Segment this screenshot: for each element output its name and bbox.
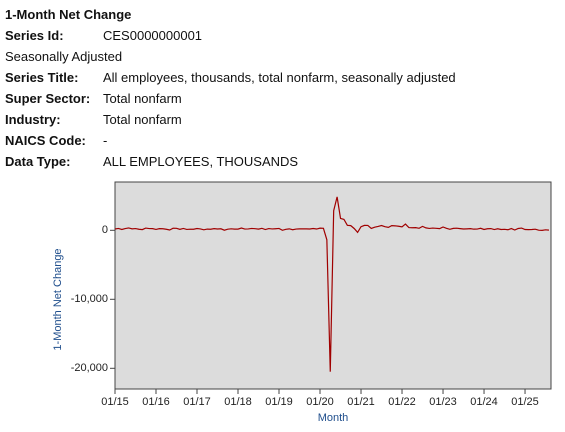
x-tick-label: 01/23 (429, 396, 457, 408)
y-tick-label: -10,000 (71, 293, 108, 305)
info-value: ALL EMPLOYEES, THOUSANDS (103, 154, 299, 169)
info-row: Super Sector: Total nonfarm (5, 88, 456, 109)
info-row: Industry: Total nonfarm (5, 109, 456, 130)
data-line (114, 196, 550, 372)
x-tick-label: 01/25 (511, 396, 539, 408)
info-value: Total nonfarm (103, 112, 182, 127)
x-tick-label: 01/24 (470, 396, 498, 408)
info-row: Series Title: All employees, thousands, t… (5, 67, 456, 88)
info-label: Industry: (5, 112, 61, 127)
info-value: CES0000000001 (103, 28, 203, 43)
info-label: Series Id: (5, 28, 64, 43)
info-row: Series Id: CES0000000001 (5, 25, 456, 46)
info-value: - (103, 133, 108, 148)
info-label: NAICS Code: (5, 133, 86, 148)
page-title: 1-Month Net Change (5, 7, 132, 22)
info-label: Data Type: (5, 154, 71, 169)
info-row: NAICS Code: - (5, 130, 456, 151)
info-label: Series Title: (5, 70, 79, 85)
info-label: Super Sector: (5, 91, 91, 106)
x-tick-label: 01/16 (142, 396, 170, 408)
plot-area (114, 181, 552, 390)
x-tick-label: 01/18 (224, 396, 252, 408)
x-tick-label: 01/17 (183, 396, 211, 408)
x-tick-label: 01/19 (265, 396, 293, 408)
info-note: Seasonally Adjusted (5, 49, 123, 64)
y-tick-label: -20,000 (71, 362, 108, 374)
x-tick-label: 01/22 (388, 396, 416, 408)
y-tick-label: 0 (102, 224, 108, 236)
info-row: Data Type: ALL EMPLOYEES, THOUSANDS (5, 151, 456, 172)
info-value: Total nonfarm (103, 91, 182, 106)
info-value: All employees, thousands, total nonfarm,… (103, 70, 456, 85)
x-tick-label: 01/15 (101, 396, 129, 408)
series-info: 1-Month Net Change Series Id: CES000000000… (5, 4, 456, 172)
x-tick-label: 01/21 (347, 396, 375, 408)
x-axis-label: Month (318, 412, 349, 424)
y-axis-label: 1-Month Net Change (52, 248, 64, 350)
info-row: Seasonally Adjusted (5, 46, 456, 67)
x-tick-label: 01/20 (306, 396, 334, 408)
